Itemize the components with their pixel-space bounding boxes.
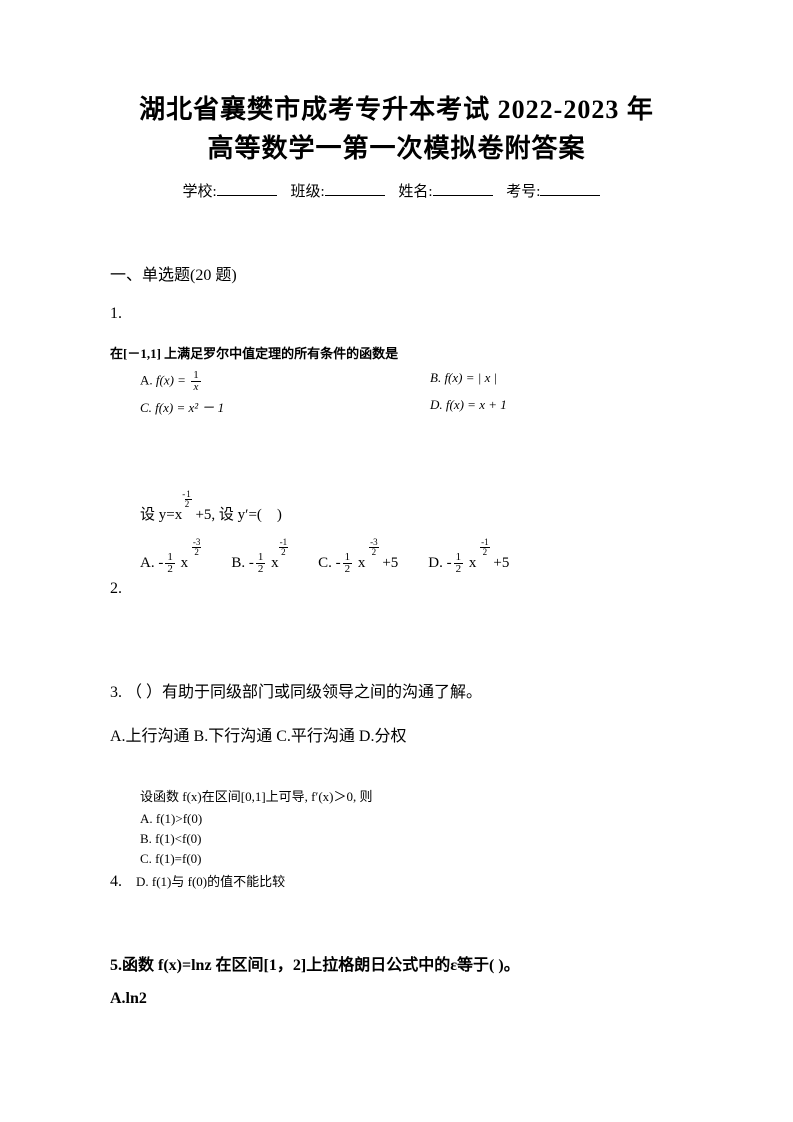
num: 3 (373, 537, 378, 547)
q2-prompt-pre: 设 y=x (140, 507, 182, 523)
q2-optB: B. -12 x-12 (231, 544, 288, 575)
q2-optB-x: x (267, 555, 278, 571)
d: 2 (454, 564, 464, 575)
d: 2 (256, 564, 266, 575)
q2-optC-x: x (354, 555, 369, 571)
q2-number: 2. (110, 580, 683, 598)
q2-optB-frac: 12 (256, 552, 266, 575)
q1-optA-label: A. (140, 372, 153, 387)
q2-optC-tail: +5 (379, 555, 399, 571)
name-label: 姓名: (398, 184, 432, 200)
section-header: 一、单选题(20 题) (110, 261, 683, 285)
q2-optC-exp: -32 (369, 538, 379, 557)
class-blank[interactable] (325, 181, 385, 196)
name-blank[interactable] (433, 181, 493, 196)
class-label: 班级: (290, 184, 324, 200)
q2-optC-label: C. - (318, 555, 341, 571)
q2-options: A. -12 x -32 B. -12 x-12 C. -12 x -32 +5… (140, 544, 683, 575)
q2-optD: D. -12 x -12 +5 (428, 544, 509, 575)
q3-block: 3. （ ）有助于同级部门或同级领导之间的沟通了解。 A.上行沟通 B.下行沟通… (110, 678, 683, 746)
q2-optD-frac: 12 (454, 552, 464, 575)
q2-prompt: 设 y=x-12 +5, 设 y′=( ) (140, 496, 683, 524)
q1-optA: A. f(x) = 1 x (140, 370, 430, 393)
q2-block: 设 y=x-12 +5, 设 y′=( ) A. -12 x -32 B. -1… (140, 496, 683, 575)
d: 2 (165, 564, 175, 575)
q1-optA-frac: 1 x (191, 370, 201, 393)
q2-prompt-exp-den: 2 (182, 500, 192, 509)
q1-optD: D. f(x) = x + 1 (430, 397, 683, 416)
examno-blank[interactable] (540, 181, 600, 196)
q2-optD-tail: +5 (490, 555, 510, 571)
q3-options: A.上行沟通 B.下行沟通 C.平行沟通 D.分权 (110, 722, 683, 746)
q2-optA-label: A. - (140, 555, 163, 571)
q4-optD: D. f(1)与 f(0)的值不能比较 (136, 874, 285, 889)
q4-number: 4. (110, 873, 122, 890)
title-line2: 高等数学一第一次模拟卷附答案 (110, 129, 683, 168)
q1-prompt: 在[－1,1] 上满足罗尔中值定理的所有条件的函数是 (110, 343, 683, 362)
d: 2 (192, 548, 202, 557)
q5-block: 5.函数 f(x)=lnz 在区间[1，2]上拉格朗日公式中的ε等于( )。 A… (110, 951, 683, 1008)
d: 2 (480, 548, 490, 557)
q4-block: 设函数 f(x)在区间[0,1]上可导, f′(x)＞0, 则 A. f(1)>… (110, 786, 683, 891)
q1-optA-frac-den: x (191, 382, 201, 393)
school-blank[interactable] (217, 181, 277, 196)
q2-prompt-mid: +5, 设 y′=( (192, 507, 262, 523)
d: 2 (369, 548, 379, 557)
q1-optC: C. f(x) = x² － 1 (140, 397, 430, 416)
q4-optB: B. f(1)<f(0) (140, 831, 683, 847)
q1-optA-text: f(x) = (156, 372, 189, 387)
examno-label: 考号: (506, 184, 540, 200)
q3-text: 3. （ ）有助于同级部门或同级领导之间的沟通了解。 (110, 678, 683, 702)
q2-optA-frac: 12 (165, 552, 175, 575)
num: 1 (283, 537, 288, 547)
school-label: 学校: (183, 184, 217, 200)
q5-optA: A.ln2 (110, 990, 683, 1008)
q2-optC-frac: 12 (343, 552, 353, 575)
num: 1 (484, 537, 489, 547)
q1-row1: A. f(x) = 1 x B. f(x) = | x | (110, 370, 683, 393)
q2-optA-x: x (177, 555, 192, 571)
q2-optA: A. -12 x -32 (140, 544, 201, 575)
q1-number: 1. (110, 305, 683, 323)
q2-optD-exp: -12 (480, 538, 490, 557)
q5-text: 5.函数 f(x)=lnz 在区间[1，2]上拉格朗日公式中的ε等于( )。 (110, 951, 683, 975)
q4-optA: A. f(1)>f(0) (140, 811, 683, 827)
d: 2 (279, 548, 289, 557)
title-line1: 湖北省襄樊市成考专升本考试 2022-2023 年 (110, 90, 683, 129)
q2-optB-exp: -12 (279, 538, 289, 557)
q4-num-row: 4. D. f(1)与 f(0)的值不能比较 (110, 871, 683, 891)
q4-optC: C. f(1)=f(0) (140, 851, 683, 867)
q2-prompt-exp: -12 (182, 490, 192, 509)
q1-optB: B. f(x) = | x | (430, 370, 683, 393)
q4-prompt: 设函数 f(x)在区间[0,1]上可导, f′(x)＞0, 则 (140, 786, 683, 805)
q1-row2: C. f(x) = x² － 1 D. f(x) = x + 1 (110, 397, 683, 416)
q2-prompt-end: ) (277, 507, 282, 523)
info-row: 学校: 班级: 姓名: 考号: (110, 180, 683, 201)
q2-optB-label: B. - (231, 555, 254, 571)
d: 2 (343, 564, 353, 575)
num: 3 (196, 537, 201, 547)
q2-optC: C. -12 x -32 +5 (318, 544, 398, 575)
q2-optA-exp: -32 (192, 538, 202, 557)
q2-optD-x: x (465, 555, 480, 571)
q2-optD-label: D. - (428, 555, 451, 571)
